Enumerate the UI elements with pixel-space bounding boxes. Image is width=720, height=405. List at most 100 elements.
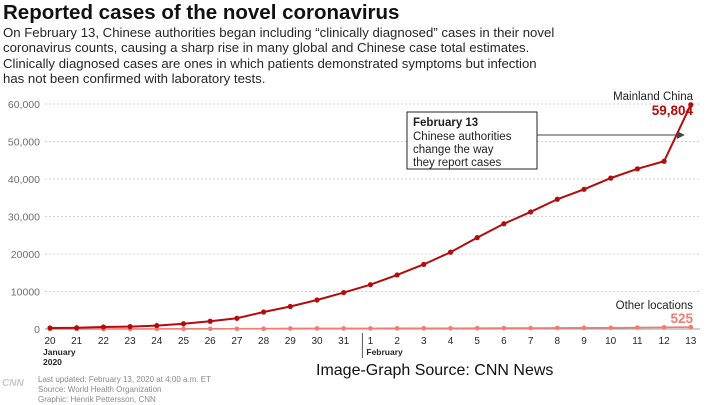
data-point <box>234 326 240 332</box>
x-tick-label: 7 <box>528 336 534 347</box>
chart-title: Reported cases of the novel coronavirus <box>3 1 400 24</box>
data-point <box>421 326 427 331</box>
subtitle-line: Clinically diagnosed cases are ones in w… <box>3 55 537 71</box>
footer-source: Source: World Health Organization <box>38 385 161 394</box>
x-tick-label: 2 <box>394 336 400 347</box>
x-tick-label: 3 <box>421 336 427 347</box>
data-point <box>181 326 186 332</box>
data-point <box>661 325 667 330</box>
x-tick-label: 6 <box>501 336 507 347</box>
data-point <box>288 326 293 331</box>
data-point <box>234 315 240 321</box>
x-tick-label: 30 <box>311 336 323 347</box>
x-tick-label: 9 <box>581 336 587 347</box>
data-point <box>661 158 667 164</box>
x-tick-label: 22 <box>98 336 110 347</box>
data-point <box>368 326 373 331</box>
data-point <box>555 325 560 331</box>
series-label-other-locations: Other locations <box>616 300 694 312</box>
data-point <box>314 326 320 331</box>
y-tick-label: 40,000 <box>8 174 40 186</box>
data-point <box>554 196 560 202</box>
data-point <box>474 235 480 241</box>
x-tick-label: 4 <box>448 336 454 347</box>
data-point <box>634 166 641 172</box>
month-label: January <box>43 347 76 357</box>
data-point <box>74 325 80 331</box>
annotation-line: Chinese authorities <box>413 131 512 143</box>
data-point <box>127 324 133 330</box>
data-point <box>501 221 507 227</box>
annotation: February 13 Chinese authorities change t… <box>406 111 685 170</box>
y-tick-label: 30,000 <box>8 212 40 224</box>
data-point <box>341 289 347 296</box>
x-tick-label: 26 <box>205 336 217 347</box>
series-label-mainland-china: Mainland China <box>613 91 694 103</box>
data-point <box>287 303 293 310</box>
data-point <box>474 325 480 331</box>
x-tick-label: 5 <box>474 336 480 347</box>
data-point <box>421 261 427 267</box>
x-tick-label: 20 <box>44 336 56 347</box>
data-point <box>688 324 694 330</box>
x-tick-label: 29 <box>285 336 297 347</box>
annotation-line: change the way <box>413 144 494 156</box>
x-tick-label: 28 <box>258 336 270 347</box>
x-tick-label: 24 <box>151 336 163 347</box>
data-point <box>581 325 587 331</box>
data-point <box>528 325 533 331</box>
footer-graphic: Graphic: Henrik Pettersson, CNN <box>38 395 156 404</box>
data-point <box>207 326 213 332</box>
data-point <box>608 325 613 331</box>
annotation-box <box>406 111 538 170</box>
data-point <box>314 297 320 303</box>
y-tick-label: 0 <box>34 324 40 336</box>
footer-updated: Last updated: February 13, 2020 at 4:00 … <box>38 375 211 384</box>
subtitle-line: has not been confirmed with laboratory t… <box>3 71 266 87</box>
y-tick-label: 50,000 <box>8 137 40 149</box>
data-point <box>635 325 640 330</box>
x-tick-label: 8 <box>555 336 561 347</box>
x-tick-label: 31 <box>338 336 350 347</box>
data-point <box>448 325 453 331</box>
y-tick-label: 20000 <box>11 249 40 261</box>
data-point <box>501 325 507 331</box>
data-point <box>207 318 213 324</box>
subtitle-line: On February 13, Chinese authorities bega… <box>3 25 555 40</box>
data-point <box>394 326 400 331</box>
data-point <box>341 326 347 331</box>
end-value-other-locations: 525 <box>670 311 693 326</box>
data-point <box>581 186 587 192</box>
x-tick-label: 25 <box>178 336 190 347</box>
data-point <box>261 309 267 315</box>
data-point <box>688 102 694 108</box>
data-point <box>261 326 266 331</box>
data-point <box>154 322 160 329</box>
x-tick-label: 11 <box>632 336 643 347</box>
x-tick-label: 21 <box>71 336 83 347</box>
y-tick-label: 10000 <box>11 287 40 299</box>
annotation-title: February 13 <box>413 117 478 129</box>
image-credit: Image-Graph Source: CNN News <box>316 362 553 379</box>
data-point <box>180 321 187 327</box>
data-point <box>394 272 400 278</box>
annotation-line: they report cases <box>413 157 501 169</box>
data-point <box>367 282 373 288</box>
cnn-logo: CNN <box>2 378 24 389</box>
data-point <box>100 324 106 330</box>
y-tick-label: 60,000 <box>8 99 40 111</box>
end-value-mainland-china: 59,804 <box>652 103 694 118</box>
x-tick-label: 10 <box>605 336 617 347</box>
x-tick-label: 27 <box>231 336 243 347</box>
data-point <box>528 209 534 215</box>
chart-subtitle: On February 13, Chinese authorities bega… <box>3 25 708 87</box>
x-tick-label: 23 <box>125 336 137 347</box>
subtitle-line: coronavirus counts, causing a sharp rise… <box>3 40 530 56</box>
x-tick-label: 13 <box>685 336 697 347</box>
x-tick-label: 12 <box>659 336 671 347</box>
month-label: February <box>366 347 403 357</box>
month-label: 2020 <box>43 357 62 367</box>
data-point <box>608 175 614 181</box>
data-point <box>447 249 454 255</box>
